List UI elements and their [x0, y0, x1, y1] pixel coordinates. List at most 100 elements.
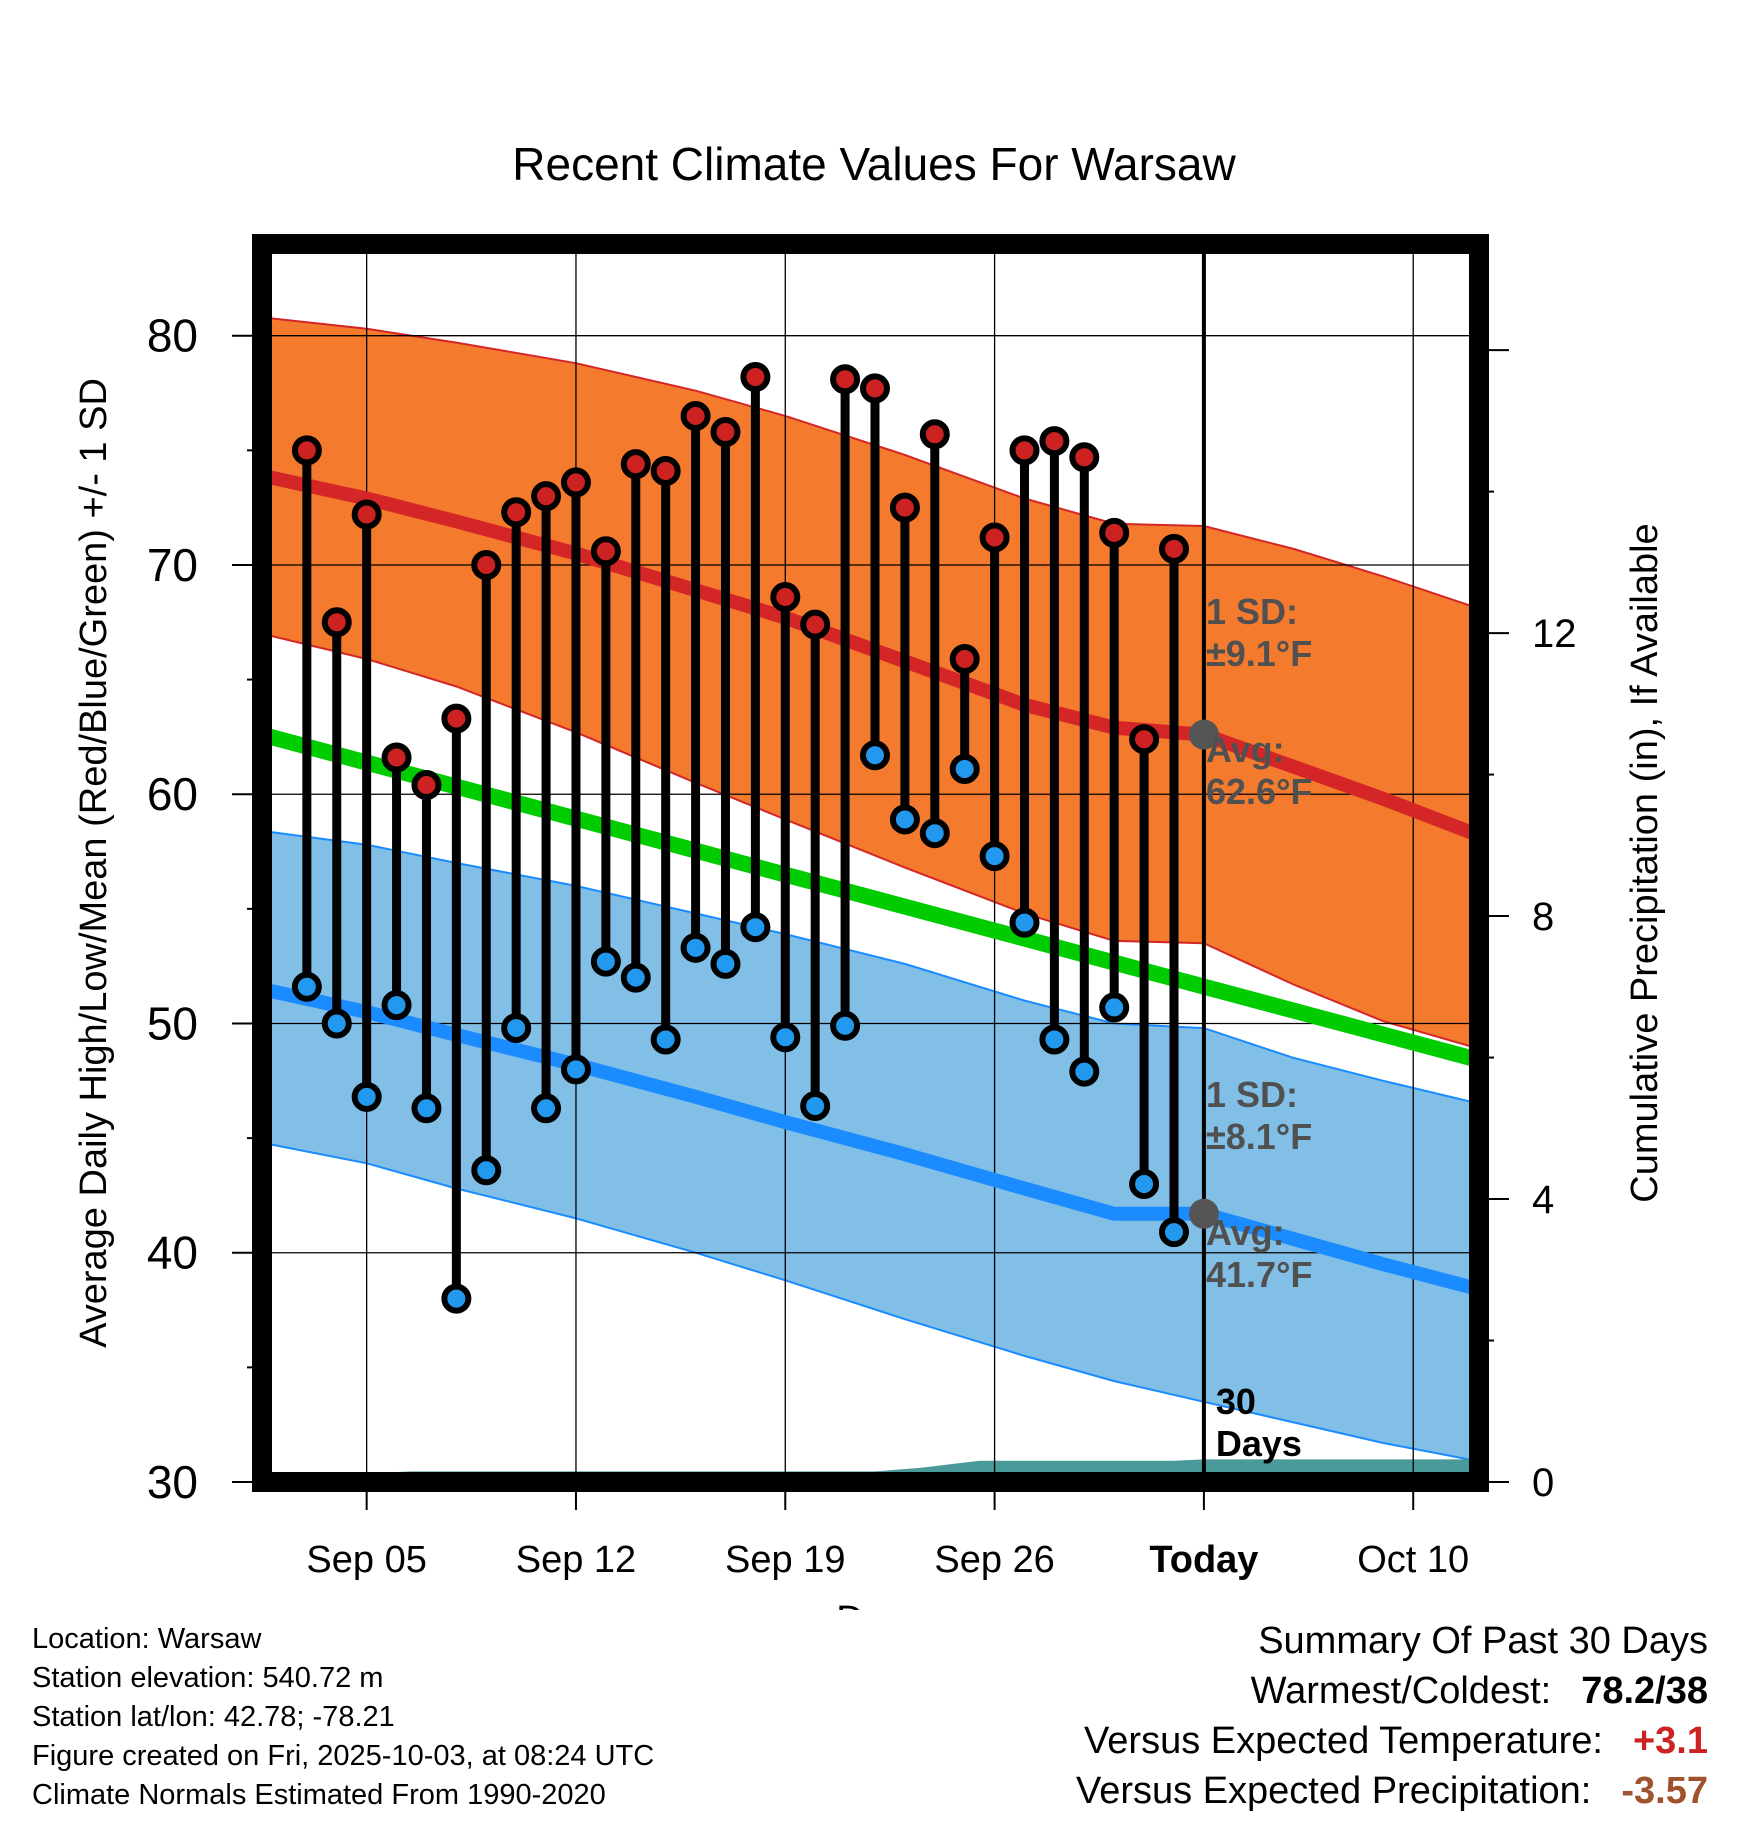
y-tick-label: 40: [147, 1227, 198, 1279]
elevation-text: Station elevation: 540.72 m: [32, 1662, 384, 1694]
daily-high-point: [859, 373, 890, 404]
summary-panel: Summary Of Past 30 Days Warmest/Coldest:…: [1076, 1616, 1708, 1816]
high-avg-value: 62.6°F: [1206, 771, 1312, 812]
daily-high-point: [1039, 426, 1070, 457]
low-avg-label: Avg:: [1206, 1212, 1285, 1253]
daily-high-point: [1099, 517, 1130, 548]
summary-precip-label: Versus Expected Precipitation:: [1075, 1770, 1592, 1812]
y-axis-left: 30 40 50 60 70 80: [147, 310, 262, 1508]
latlon-text: Station lat/lon: 42.78; -78.21: [32, 1701, 395, 1733]
y2-tick-label: 0: [1532, 1461, 1554, 1505]
daily-low-point: [441, 1283, 472, 1314]
summary-warmest-row: Warmest/Coldest: 78.2/38: [1076, 1666, 1708, 1716]
low-avg-value: 41.7°F: [1206, 1254, 1312, 1295]
y-axis-label: Average Daily High/Low/Mean (Red/Blue/Gr…: [73, 378, 115, 1348]
high-sd-annotation: 1 SD: ±9.1°F: [1206, 591, 1312, 674]
daily-low-point: [680, 932, 711, 963]
x-tick-label: Sep 05: [306, 1539, 426, 1581]
daily-dots: [291, 361, 1190, 1314]
x-tick-label: Sep 19: [725, 1539, 845, 1581]
daily-high-point: [919, 419, 950, 450]
y-tick-label: 80: [147, 310, 198, 362]
daily-high-point: [590, 536, 621, 567]
daily-high-point: [560, 467, 591, 498]
daily-high-point: [830, 364, 861, 395]
daily-high-point: [680, 400, 711, 431]
summary-temp-row: Versus Expected Temperature: +3.1: [1076, 1716, 1708, 1766]
daily-low-point: [560, 1054, 591, 1085]
high-sd-value: ±9.1°F: [1206, 633, 1312, 674]
high-avg-annotation: Avg: 62.6°F: [1206, 729, 1312, 812]
summary-title: Summary Of Past 30 Days: [1258, 1620, 1708, 1662]
daily-low-point: [620, 962, 651, 993]
daily-low-point: [531, 1093, 562, 1124]
daily-low-point: [291, 971, 322, 1002]
high-avg-marker: [1188, 719, 1219, 750]
daily-low-point: [381, 990, 412, 1021]
daily-low-point: [1069, 1056, 1100, 1087]
low-sd-value: ±8.1°F: [1206, 1116, 1312, 1157]
x-axis: Sep 05 Sep 12 Sep 19 Sep 26 Today Oct 10: [306, 1482, 1469, 1581]
today-label-line: 30: [1216, 1381, 1256, 1422]
summary-precip-row: Versus Expected Precipitation: -3.57: [1076, 1766, 1708, 1816]
today-label-line: Days: [1216, 1423, 1302, 1464]
daily-low-point: [1159, 1217, 1190, 1248]
daily-high-point: [501, 497, 532, 528]
y-tick-label: 30: [147, 1456, 198, 1508]
daily-high-point: [650, 455, 681, 486]
daily-low-point: [501, 1013, 532, 1044]
y-tick-label: 60: [147, 768, 198, 820]
daily-low-point: [919, 818, 950, 849]
today-days-label: 30 Days: [1216, 1381, 1302, 1464]
daily-low-point: [830, 1010, 861, 1041]
x-tick-label: Sep 12: [516, 1539, 636, 1581]
daily-high-point: [979, 522, 1010, 553]
daily-high-point: [411, 770, 442, 801]
daily-high-point: [740, 361, 771, 392]
y-tick-label: 70: [147, 539, 198, 591]
station-info: Location: Warsaw Station elevation: 540.…: [32, 1620, 654, 1815]
daily-low-point: [590, 946, 621, 977]
low-sd-label: 1 SD:: [1206, 1074, 1298, 1115]
daily-low-point: [650, 1024, 681, 1055]
low-sd-annotation: 1 SD: ±8.1°F: [1206, 1074, 1312, 1157]
summary-temp-label: Versus Expected Temperature:: [1084, 1720, 1603, 1762]
y2-tick-label: 12: [1532, 612, 1577, 656]
location-text: Location: Warsaw: [32, 1623, 262, 1655]
daily-high-point: [321, 607, 352, 638]
daily-low-point: [859, 740, 890, 771]
summary-warmest-label: Warmest/Coldest:: [1250, 1670, 1552, 1712]
daily-high-point: [710, 416, 741, 447]
daily-high-point: [531, 481, 562, 512]
low-avg-marker: [1188, 1198, 1219, 1229]
daily-low-point: [949, 754, 980, 785]
x-axis-label: Day: [836, 1599, 904, 1610]
chart-title: Recent Climate Values For Warsaw: [512, 138, 1236, 190]
low-avg-annotation: Avg: 41.7°F: [1206, 1212, 1312, 1295]
y2-axis-label: Cumulative Precipitation (in), If Availa…: [1624, 523, 1666, 1202]
daily-high-point: [949, 643, 980, 674]
y-tick-label: 50: [147, 997, 198, 1049]
y-axis-right: 0 4 8 12: [1479, 349, 1577, 1505]
daily-low-point: [740, 912, 771, 943]
daily-low-point: [1099, 992, 1130, 1023]
daily-low-point: [411, 1093, 442, 1124]
y2-tick-label: 4: [1532, 1178, 1554, 1222]
daily-high-point: [471, 549, 502, 580]
daily-low-point: [770, 1022, 801, 1053]
daily-high-point: [1069, 442, 1100, 473]
y2-tick-label: 8: [1532, 895, 1554, 939]
daily-range-stems: [302, 376, 1179, 1299]
daily-high-point: [889, 492, 920, 523]
daily-high-point: [1159, 533, 1190, 564]
plot-frame: [252, 234, 1489, 1492]
daily-high-point: [770, 582, 801, 613]
daily-high-point: [441, 703, 472, 734]
daily-low-point: [979, 841, 1010, 872]
daily-low-point: [889, 804, 920, 835]
daily-low-point: [1009, 907, 1040, 938]
created-text: Figure created on Fri, 2025-10-03, at 08…: [32, 1740, 655, 1772]
daily-low-point: [710, 948, 741, 979]
daily-low-point: [471, 1155, 502, 1186]
high-avg-label: Avg:: [1206, 729, 1285, 770]
